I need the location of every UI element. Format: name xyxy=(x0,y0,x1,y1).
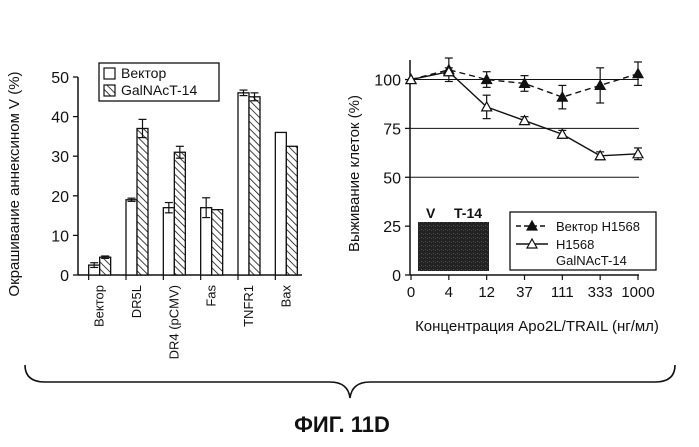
y-tick-label: 25 xyxy=(383,219,401,236)
bar-galnact xyxy=(174,152,185,275)
y-axis-label: Окрашивание аннексином V (%) xyxy=(6,71,23,296)
bar-vector xyxy=(275,132,286,275)
legend-label-galnact-line2: GalNAcT-14 xyxy=(556,253,627,268)
legend-swatch-vector xyxy=(104,68,115,79)
point-vector xyxy=(633,69,643,78)
bar-galnact xyxy=(249,97,260,275)
legend: Вектор H1568 H1568GalNAcT-14 xyxy=(510,212,656,270)
bar-galnact xyxy=(212,210,223,275)
y-tick-label: 0 xyxy=(60,268,69,285)
legend: ВекторGalNAcT-14 xyxy=(99,63,219,101)
y-tick-label: 30 xyxy=(51,149,69,166)
x-tick-label: TNFR1 xyxy=(241,285,256,327)
x-tick-label: Fas xyxy=(204,285,219,307)
inset-label-t14: T-14 xyxy=(454,205,482,221)
x-tick-label: 333 xyxy=(588,284,613,301)
x-tick-label: Вектор xyxy=(92,285,107,327)
bar-vector xyxy=(163,208,174,275)
bar-galnact xyxy=(286,146,297,275)
inset-block xyxy=(418,222,489,271)
bar-vector xyxy=(126,200,137,275)
legend-label-galnact-line1: H1568 xyxy=(556,237,594,252)
legend-swatch-galnact xyxy=(104,85,115,96)
legend-label-vector: Вектор H1568 xyxy=(556,219,640,234)
y-tick-label: 20 xyxy=(51,189,69,206)
x-tick-label: DR5L xyxy=(129,285,144,318)
x-tick-label: DR4 (pCMV) xyxy=(166,285,181,359)
x-tick-label: 0 xyxy=(407,284,415,301)
y-tick-label: 50 xyxy=(383,170,401,187)
y-axis-label: Выживание клеток (%) xyxy=(346,95,363,252)
y-tick-label: 40 xyxy=(51,110,69,127)
y-tick-label: 75 xyxy=(383,121,401,138)
figure-brace xyxy=(25,365,675,398)
bar-galnact xyxy=(137,128,148,275)
x-axis-label: Концентрация Apo2L/TRAIL (нг/мл) xyxy=(415,318,659,335)
x-tick-label: 37 xyxy=(516,284,533,301)
legend-label: GalNAcT-14 xyxy=(121,82,197,98)
bar-galnact xyxy=(100,257,111,275)
x-tick-label: 4 xyxy=(445,284,453,301)
y-tick-label: 50 xyxy=(51,70,69,87)
y-tick-label: 100 xyxy=(374,73,401,90)
x-tick-label: 12 xyxy=(478,284,495,301)
point-vector xyxy=(557,92,567,101)
y-tick-label: 0 xyxy=(392,268,401,285)
figure-label: ФИГ. 11D xyxy=(294,412,390,437)
bar-vector xyxy=(238,93,249,275)
inset-label-v: V xyxy=(426,205,436,221)
legend-label: Вектор xyxy=(121,65,166,81)
annexin-bar-chart: 0 10 20 30 40 50 Окрашивание аннексином V (%) В… xyxy=(6,63,302,359)
cell-survival-line-chart: 0 25 50 75 100 Выживание клеток (%) 0 4 12 37 111 3… xyxy=(346,58,659,335)
y-tick-label: 10 xyxy=(51,228,69,245)
point-vector xyxy=(595,80,605,89)
x-tick-label: 1000 xyxy=(621,284,654,301)
x-tick-label: Bax xyxy=(278,285,293,308)
x-tick-label: 111 xyxy=(551,284,574,301)
